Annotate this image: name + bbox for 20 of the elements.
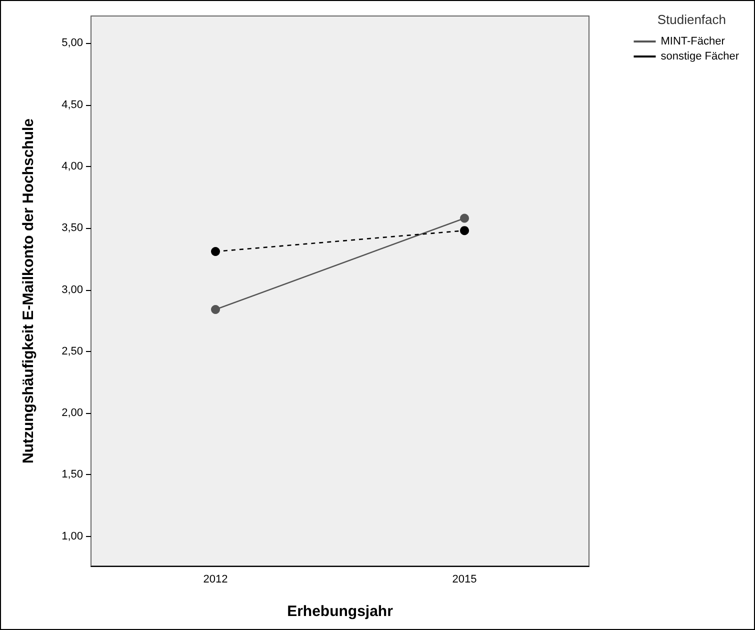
y-tick-label: 4,00 [62,160,83,172]
y-tick-label: 3,00 [62,284,83,296]
point [211,247,220,256]
legend-label: sonstige Fächer [660,50,740,62]
x-tick-label: 2015 [452,574,477,586]
y-tick-label: 1,50 [62,468,83,481]
point [211,305,220,314]
y-tick-label: 2,00 [62,407,83,420]
legend-title: Studienfach [657,12,726,27]
y-tick-label: 3,50 [62,222,83,234]
y-tick-label: 1,00 [62,530,83,542]
x-tick-label: 2012 [203,574,228,586]
y-tick-label: 4,50 [62,98,83,111]
point [460,214,469,223]
legend-label: MINT-Fächer [660,36,726,48]
y-tick-label: 2,50 [62,345,83,358]
point [460,226,469,236]
y-axis-title: Nutzungshäufigkeit E-Mailkonto der Hochschule [20,118,37,464]
x-axis-title: Erhebungsjahr [287,603,394,620]
y-tick-label: 5,00 [62,37,83,50]
